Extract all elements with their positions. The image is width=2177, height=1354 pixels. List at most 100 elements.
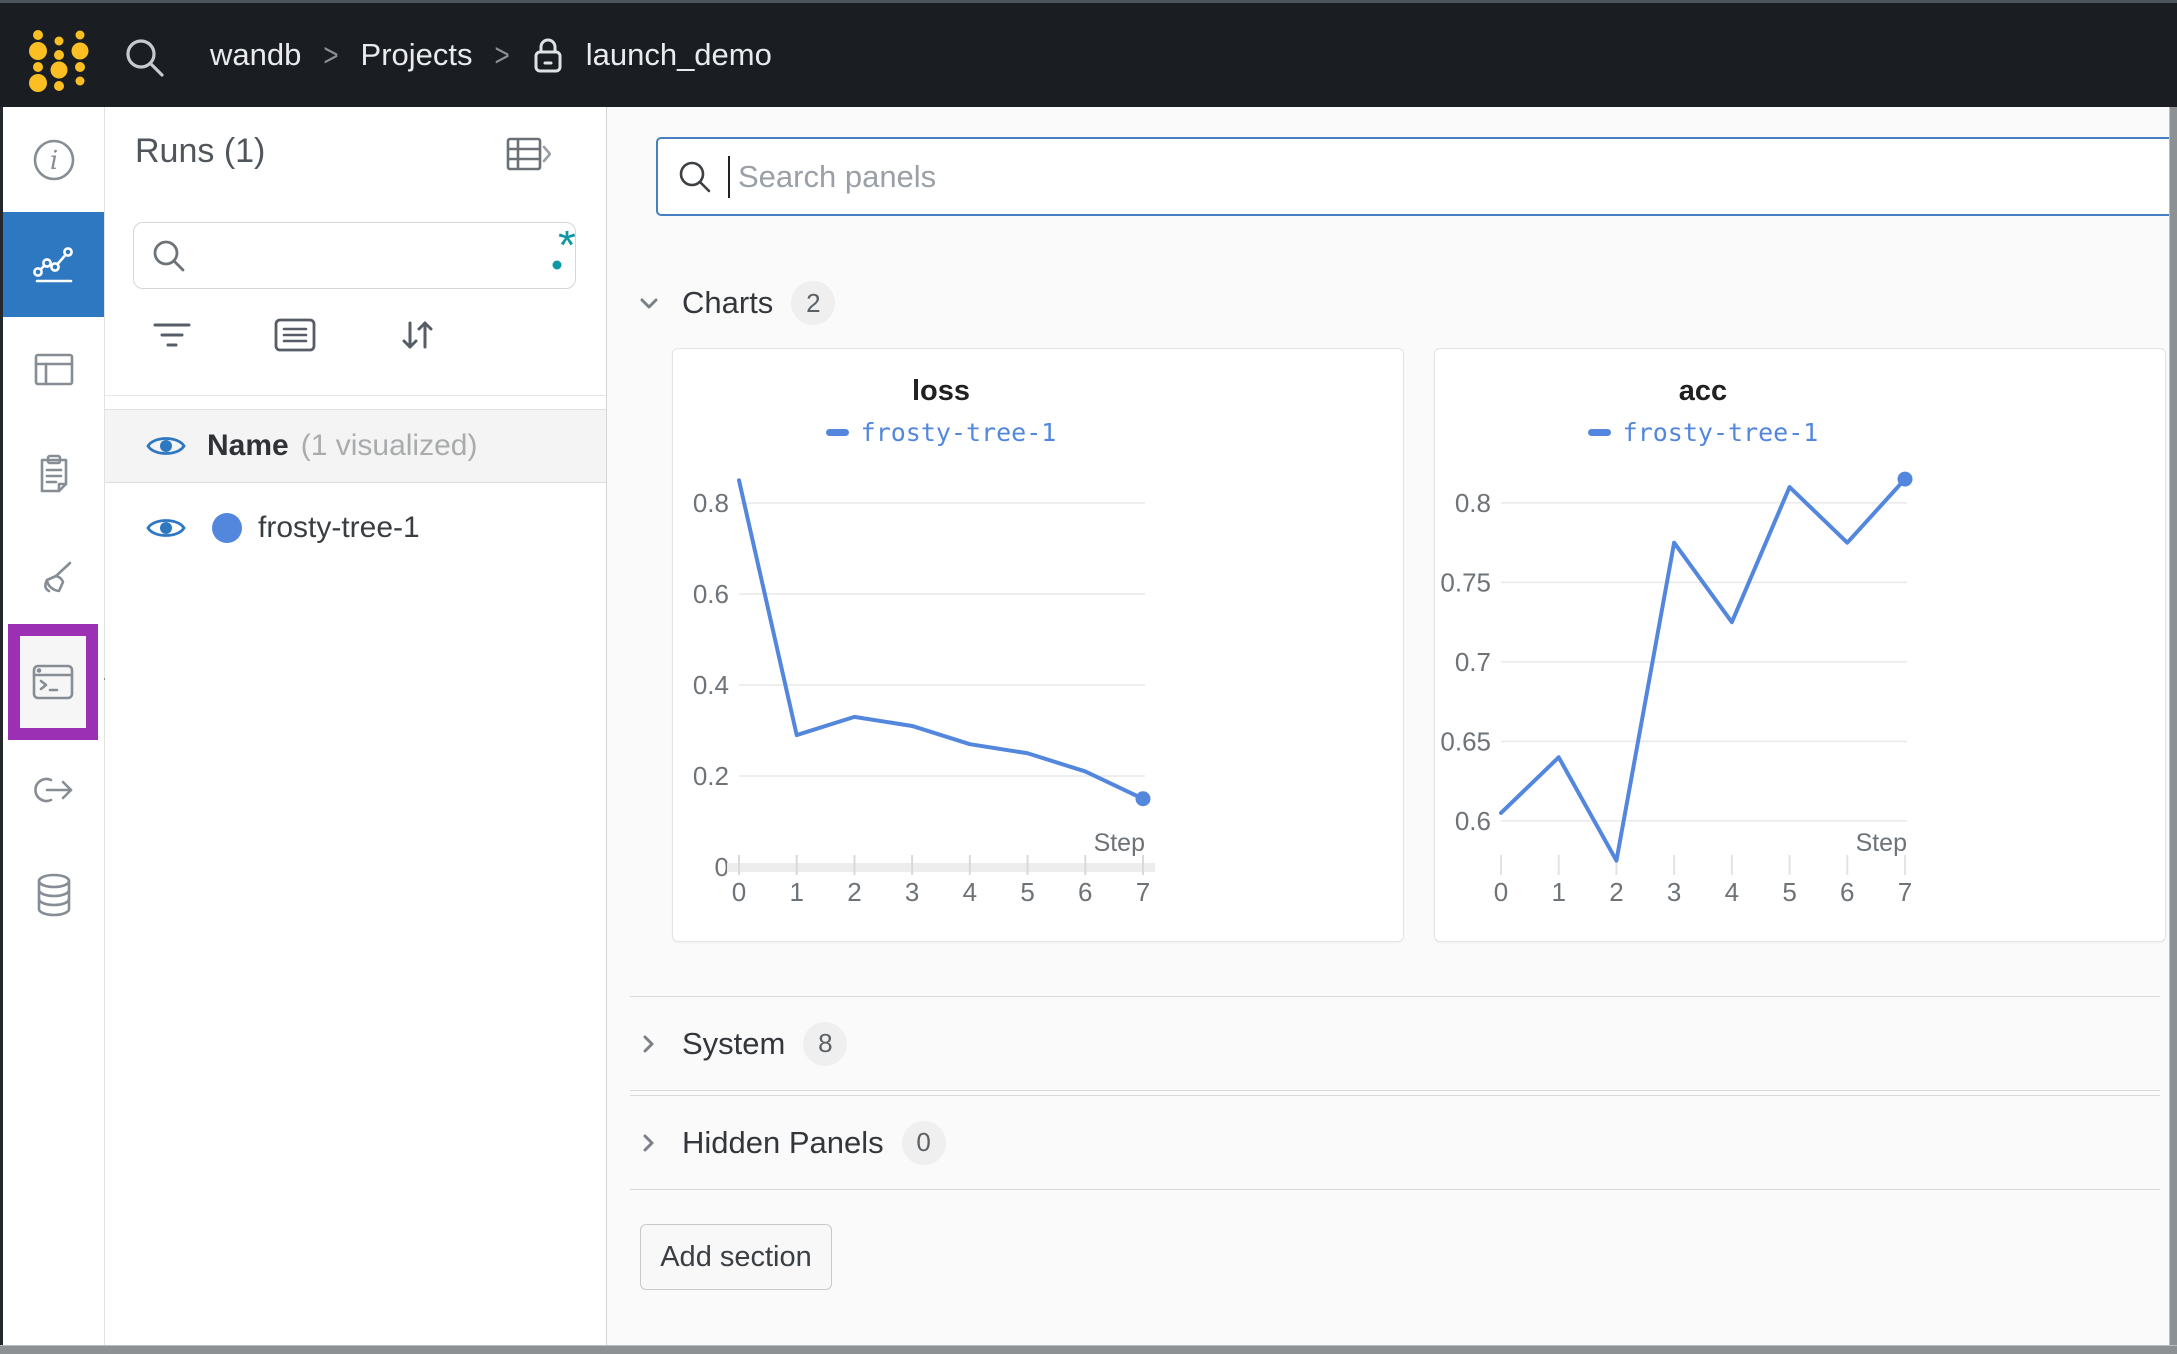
- svg-text:*: *: [558, 231, 576, 271]
- sidebar-item-table[interactable]: [3, 317, 104, 422]
- svg-text:Step: Step: [1094, 829, 1145, 857]
- breadcrumb-separator: >: [494, 35, 510, 74]
- runs-header-name-label: Name: [207, 429, 289, 462]
- chevron-right-icon[interactable]: [634, 1128, 664, 1158]
- breadcrumb-entity[interactable]: wandb: [210, 37, 302, 72]
- hidden-panels-count-badge: 0: [901, 1120, 946, 1165]
- svg-text:0: 0: [715, 852, 729, 882]
- search-icon: [153, 240, 185, 271]
- chevron-right-icon[interactable]: [634, 1029, 664, 1059]
- svg-text:3: 3: [1667, 877, 1681, 907]
- chart-title: loss: [911, 375, 971, 407]
- list-icon[interactable]: [273, 316, 317, 354]
- filter-icon[interactable]: [151, 317, 193, 353]
- jobs-highlight-ring[interactable]: [8, 624, 98, 740]
- system-section-label: System: [682, 1025, 786, 1061]
- svg-text:7: 7: [1136, 877, 1150, 907]
- svg-text:6: 6: [1840, 877, 1854, 907]
- runs-list-header: Name (1 visualized): [105, 409, 606, 483]
- system-section-header[interactable]: System 8: [630, 996, 2160, 1091]
- sort-icon[interactable]: [397, 315, 437, 355]
- chevron-down-icon[interactable]: [634, 288, 664, 318]
- horizontal-scrollbar[interactable]: [0, 1345, 2177, 1354]
- search-icon[interactable]: [122, 35, 168, 81]
- sidebar-item-reports[interactable]: [3, 422, 104, 527]
- broom-icon: [43, 561, 71, 592]
- run-name[interactable]: frosty-tree-1: [258, 511, 420, 544]
- breadcrumb-projects[interactable]: Projects: [360, 37, 473, 72]
- sidebar-item-workspace[interactable]: [3, 212, 104, 317]
- open-runs-table-button[interactable]: [505, 135, 551, 175]
- runs-search-input[interactable]: [188, 239, 549, 272]
- svg-text:0.65: 0.65: [1440, 726, 1491, 756]
- line-chart-icon: [32, 246, 73, 282]
- svg-text:1: 1: [789, 877, 803, 907]
- divider: [105, 395, 606, 396]
- panel-search-input[interactable]: [736, 157, 2175, 196]
- sidebar-item-sweeps[interactable]: [3, 527, 104, 632]
- table-icon: [34, 353, 73, 385]
- loss-line-chart[interactable]: 0 0.2 0.4 0.6 0.8 0 1 2 3 4 5 6 7 Step: [673, 453, 1403, 935]
- table-chevron-icon: [506, 137, 551, 171]
- runs-header-visualized-label: (1 visualized): [300, 429, 478, 462]
- charts-section-label: Charts: [682, 285, 774, 320]
- sidebar-item-artifacts[interactable]: [3, 842, 104, 947]
- svg-text:1: 1: [1551, 877, 1565, 907]
- svg-text:2: 2: [847, 877, 861, 907]
- eye-icon[interactable]: [145, 431, 187, 461]
- legend-line-swatch: [825, 428, 849, 436]
- eye-icon[interactable]: [145, 513, 187, 543]
- chart-legend: frosty-tree-1: [1501, 417, 1905, 447]
- top-navbar: wandb > Projects > launch_demo: [0, 0, 2177, 107]
- run-color-dot[interactable]: [212, 513, 242, 543]
- search-icon: [679, 161, 711, 192]
- legend-run-name[interactable]: frosty-tree-1: [1622, 417, 1819, 447]
- add-section-button[interactable]: Add section: [640, 1224, 832, 1290]
- lock-icon: [534, 38, 562, 73]
- acc-line-chart[interactable]: 0.6 0.65 0.7 0.75 0.8 0 1 2 3 4 5 6 7 Step: [1435, 453, 2165, 935]
- legend-line-swatch: [1587, 428, 1611, 436]
- runs-search-box: *: [133, 222, 576, 289]
- chart-title: acc: [1678, 375, 1728, 407]
- svg-text:0.4: 0.4: [693, 670, 729, 700]
- add-section-label: Add section: [660, 1240, 812, 1273]
- charts-section-header[interactable]: Charts 2: [634, 281, 836, 325]
- sidebar-item-launch[interactable]: [3, 737, 104, 842]
- svg-text:0.6: 0.6: [693, 579, 729, 609]
- svg-text:0.75: 0.75: [1440, 567, 1491, 597]
- wandb-logo-icon[interactable]: [26, 21, 92, 97]
- svg-text:i: i: [49, 146, 57, 176]
- svg-text:7: 7: [1898, 877, 1912, 907]
- svg-text:0.8: 0.8: [693, 488, 729, 518]
- clipboard-icon: [40, 454, 67, 492]
- svg-text:4: 4: [963, 877, 977, 907]
- svg-text:2: 2: [1609, 877, 1623, 907]
- chart-legend: frosty-tree-1: [739, 417, 1143, 447]
- charts-count-badge: 2: [791, 281, 836, 325]
- system-count-badge: 8: [803, 1021, 848, 1066]
- run-row[interactable]: frosty-tree-1: [105, 483, 606, 573]
- database-icon: [37, 873, 70, 916]
- breadcrumb: wandb > Projects > launch_demo: [210, 3, 772, 107]
- vertical-scrollbar[interactable]: [2169, 107, 2177, 1345]
- svg-text:0.8: 0.8: [1455, 488, 1491, 518]
- regex-toggle-icon[interactable]: *: [549, 231, 593, 281]
- panel-search-box: [656, 137, 2177, 216]
- svg-text:0.2: 0.2: [693, 761, 729, 791]
- breadcrumb-separator: >: [323, 35, 339, 74]
- svg-text:0.6: 0.6: [1455, 806, 1491, 836]
- runs-panel-title: Runs (1): [135, 132, 266, 170]
- breadcrumb-project-name[interactable]: launch_demo: [585, 37, 772, 72]
- svg-text:0: 0: [1494, 877, 1508, 907]
- legend-run-name[interactable]: frosty-tree-1: [860, 417, 1057, 447]
- hidden-panels-section-label: Hidden Panels: [682, 1124, 884, 1160]
- window-left-border: [0, 107, 3, 1353]
- sidebar-item-overview[interactable]: i: [3, 107, 104, 212]
- svg-text:0: 0: [732, 877, 746, 907]
- chart-panel-loss[interactable]: loss frosty-tree-1 0 0.2 0.4 0.6 0.8 0 1 2 3 4 5 6 7…: [672, 348, 1404, 942]
- hidden-panels-section-header[interactable]: Hidden Panels 0: [630, 1095, 2160, 1190]
- chart-panel-acc[interactable]: acc frosty-tree-1 0.6 0.65 0.7 0.75 0.8 0 1 2 3 4…: [1434, 348, 2166, 942]
- terminal-window-icon: [32, 664, 74, 700]
- text-caret: [728, 155, 730, 198]
- svg-text:3: 3: [905, 877, 919, 907]
